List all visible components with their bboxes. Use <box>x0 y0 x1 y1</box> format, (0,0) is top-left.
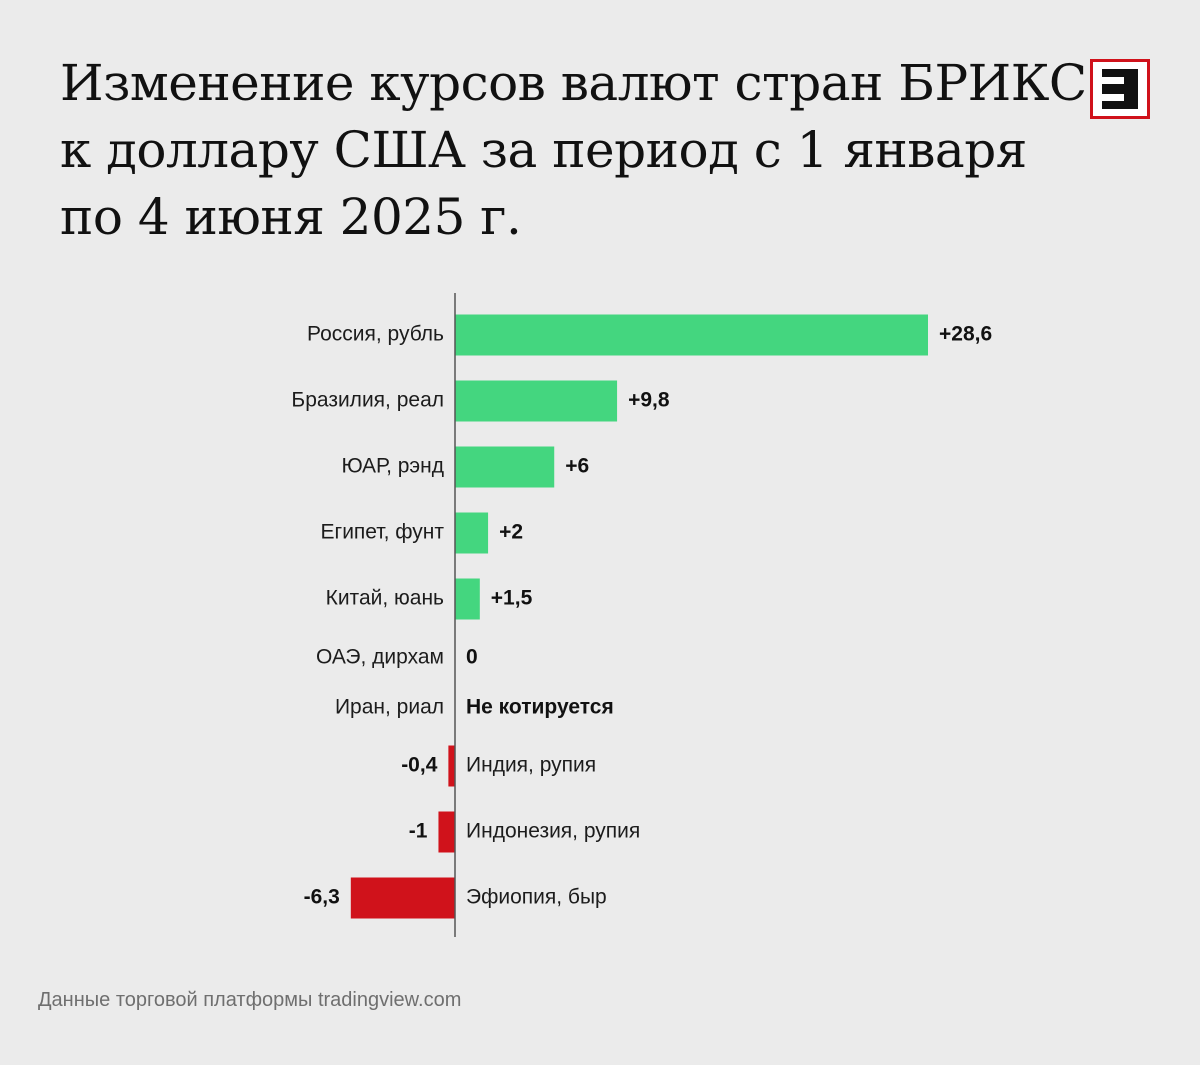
bar-1 <box>455 380 618 422</box>
value-label-8: -1 <box>409 820 428 843</box>
value-label-4: +1,5 <box>491 587 533 610</box>
bar-8 <box>438 811 455 853</box>
bar-2 <box>455 446 555 488</box>
category-label-9: Эфиопия, быр <box>466 886 607 909</box>
bar-3 <box>455 512 489 554</box>
value-label-9: -6,3 <box>304 886 340 909</box>
title-line-3: по 4 июня 2025 г. <box>60 188 522 246</box>
category-label-0: Россия, рубль <box>307 323 444 346</box>
category-label-4: Китай, юань <box>326 587 444 610</box>
category-label-3: Египет, фунт <box>321 521 445 544</box>
category-label-2: ЮАР, рэнд <box>342 455 444 478</box>
category-label-5: ОАЭ, дирхам <box>316 646 444 669</box>
bar-9 <box>350 877 455 919</box>
category-label-8: Индонезия, рупия <box>466 820 640 843</box>
value-label-0: +28,6 <box>939 323 992 346</box>
category-label-7: Индия, рупия <box>466 754 596 777</box>
category-label-1: Бразилия, реал <box>291 389 444 412</box>
logo-icon <box>1090 59 1150 119</box>
value-label-7: -0,4 <box>401 754 438 777</box>
chart-title: Изменение курсов валют стран БРИКС к дол… <box>60 50 1087 251</box>
value-label-1: +9,8 <box>628 389 670 412</box>
value-label-5: 0 <box>466 646 478 669</box>
value-label-2: +6 <box>565 455 589 478</box>
title-line-2: к доллару США за период с 1 января <box>60 121 1027 179</box>
value-label-3: +2 <box>499 521 523 544</box>
bar-4 <box>455 578 480 620</box>
value-label-6: Не котируется <box>466 696 614 719</box>
bar-0 <box>455 314 928 356</box>
title-line-1: Изменение курсов валют стран БРИКС <box>60 54 1087 112</box>
bar-7 <box>448 745 455 787</box>
source-note: Данные торговой платформы tradingview.co… <box>38 989 462 1011</box>
category-label-6: Иран, риал <box>335 696 444 719</box>
